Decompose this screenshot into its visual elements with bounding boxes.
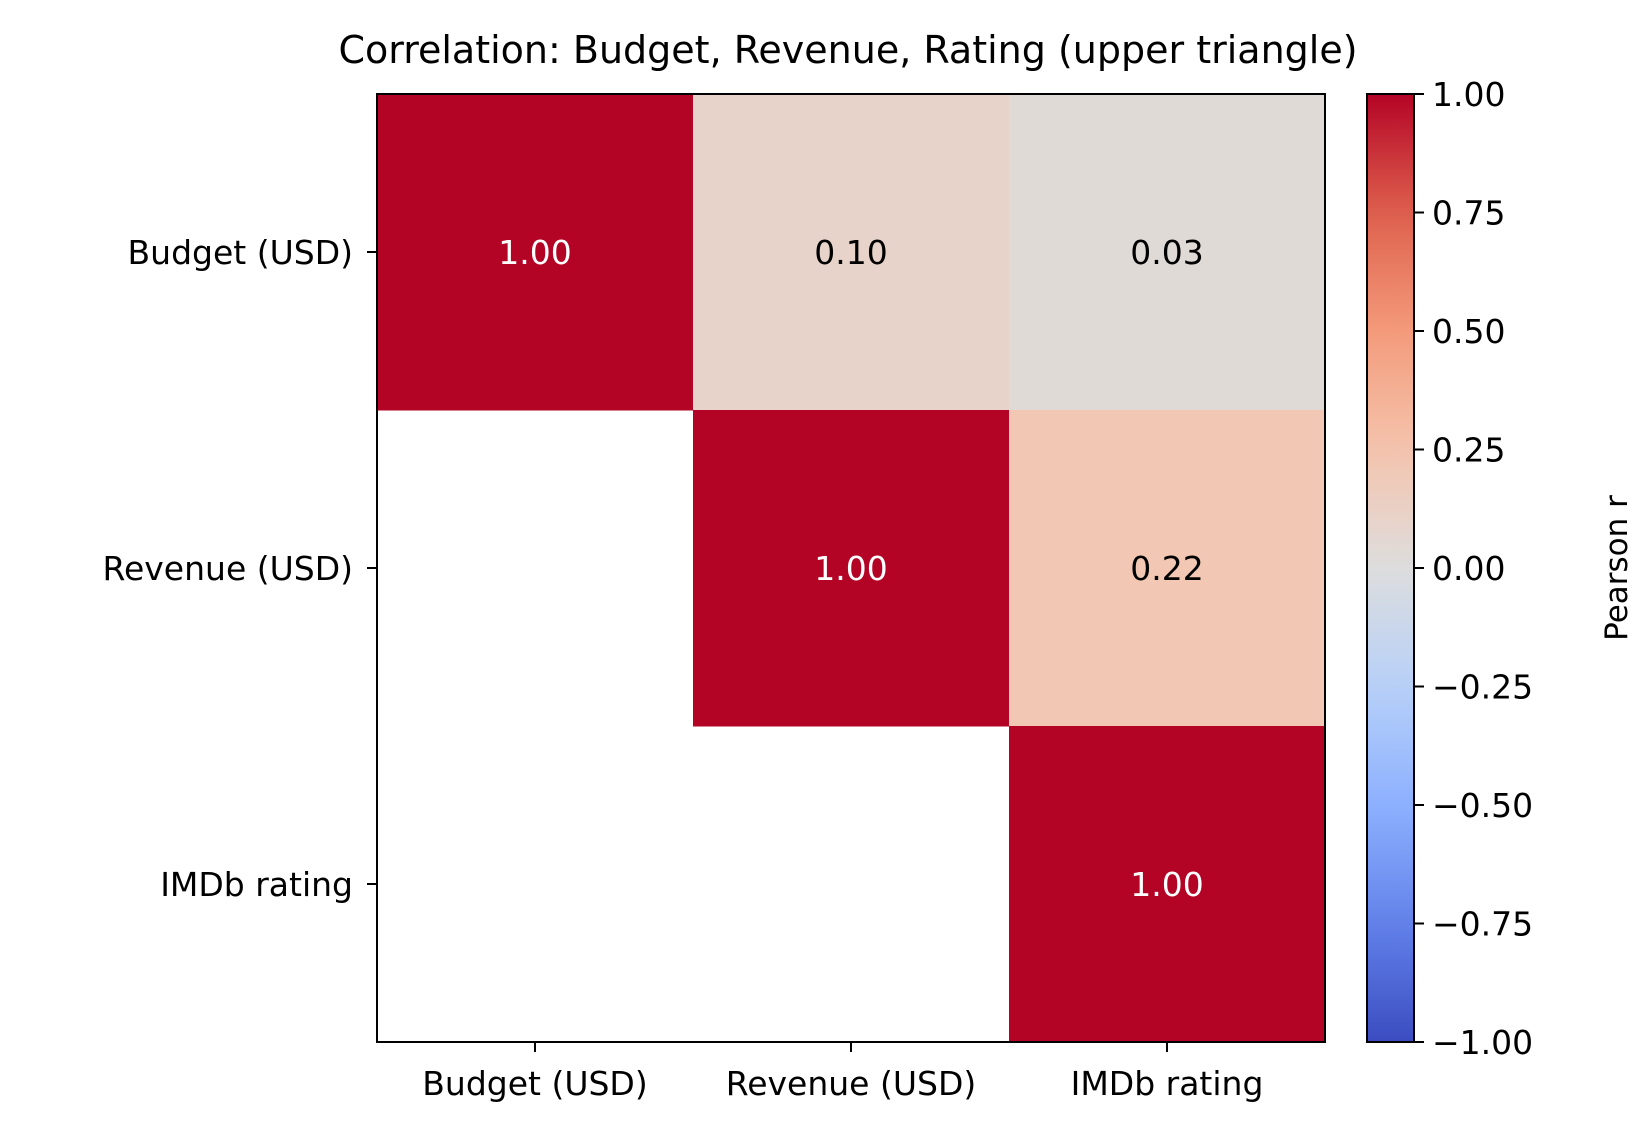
heatmap-cell <box>1009 726 1326 1043</box>
x-axis-ticks: Budget (USD) Revenue (USD) IMDb rating <box>422 1042 1263 1103</box>
y-tick-label: IMDb rating <box>160 865 353 904</box>
x-tick-label: IMDb rating <box>1071 1064 1264 1103</box>
x-tick-label: Revenue (USD) <box>726 1064 976 1103</box>
colorbar-tick-label: 0.25 <box>1432 431 1505 470</box>
heatmap-cell <box>377 94 694 411</box>
colorbar-tick-label: 0.50 <box>1432 312 1505 351</box>
colorbar-ticks: 1.00 0.75 0.50 0.25 0.00 −0.25 −0.50 −0.75 −1.00 <box>1414 75 1533 1062</box>
y-tick-label: Budget (USD) <box>128 233 353 272</box>
colorbar-tick-label: 0.00 <box>1432 549 1505 588</box>
heatmap-cell <box>1009 94 1326 411</box>
heatmap-value-labels: 1.00 0.10 0.03 1.00 0.22 1.00 <box>498 233 1203 904</box>
colorbar-tick-label: −0.25 <box>1432 668 1533 707</box>
heatmap-cell <box>693 410 1010 727</box>
y-tick-label: Revenue (USD) <box>103 549 353 588</box>
cell-value-label: 1.00 <box>1130 865 1203 904</box>
x-tick-label: Budget (USD) <box>422 1064 647 1103</box>
colorbar-tick-label: −0.75 <box>1432 905 1533 944</box>
colorbar-tick-label: 0.75 <box>1432 194 1505 233</box>
heatmap-cell <box>693 94 1010 411</box>
cell-value-label: 1.00 <box>498 233 571 272</box>
colorbar-tick-label: 1.00 <box>1432 75 1505 114</box>
y-axis-ticks: Budget (USD) Revenue (USD) IMDb rating <box>103 233 377 904</box>
colorbar-tick-label: −1.00 <box>1432 1023 1533 1062</box>
cell-value-label: 0.22 <box>1130 549 1203 588</box>
cell-value-label: 1.00 <box>814 549 887 588</box>
heatmap-cell <box>1009 410 1326 727</box>
colorbar-label: Pearson r <box>1599 495 1635 641</box>
colorbar-tick-label: −0.50 <box>1432 786 1533 825</box>
cell-value-label: 0.03 <box>1130 233 1203 272</box>
cell-value-label: 0.10 <box>814 233 887 272</box>
colorbar <box>1367 94 1414 1042</box>
heatmap-cells <box>377 94 1326 1043</box>
chart-title: Correlation: Budget, Revenue, Rating (up… <box>338 28 1357 72</box>
